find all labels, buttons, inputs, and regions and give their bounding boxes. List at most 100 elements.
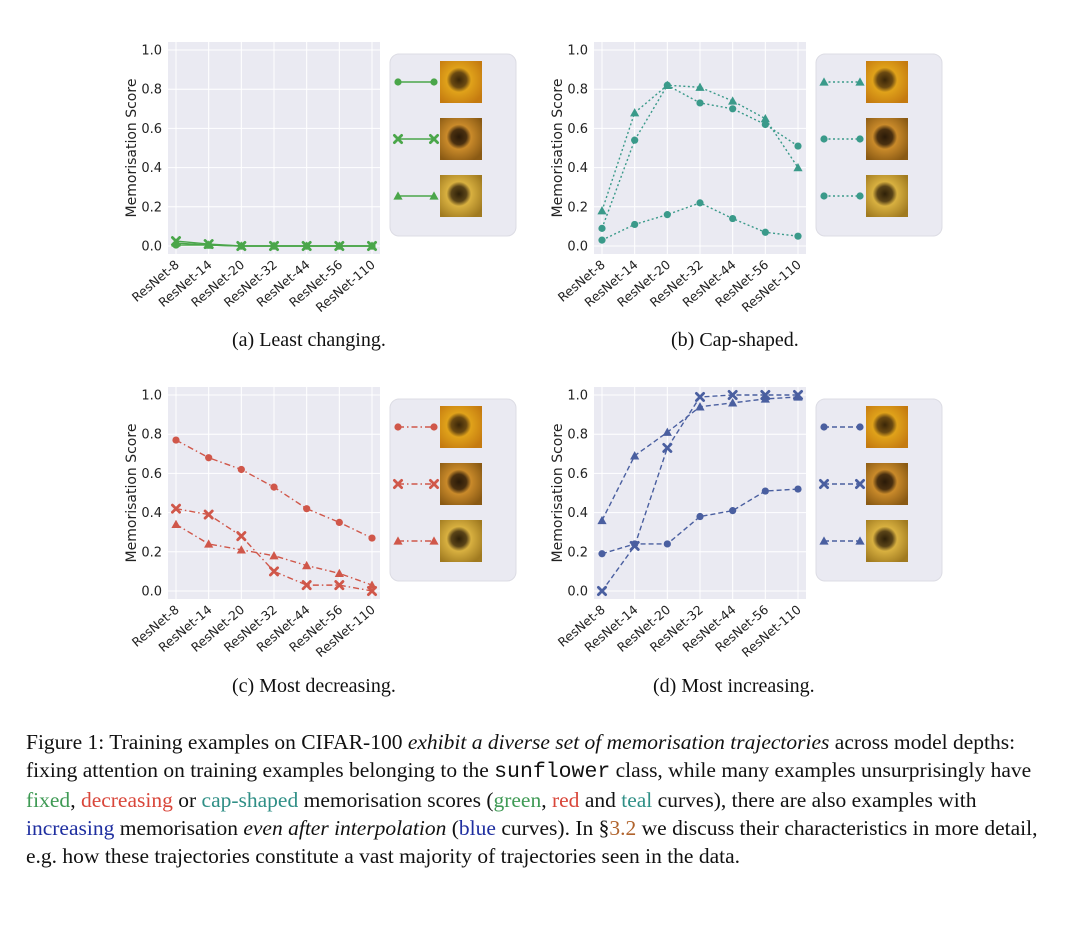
legend-marker: [819, 77, 829, 86]
word-blue: blue: [458, 816, 496, 840]
data-point: [301, 580, 312, 591]
series-3: [597, 392, 803, 525]
y-axis-label: Memorisation Score: [124, 79, 140, 218]
data-point: [761, 228, 769, 236]
y-tick-label: 0.6: [141, 122, 162, 137]
legend-entry: [819, 463, 908, 505]
chart-a: 0.00.20.40.60.81.0ResNet-8ResNet-14ResNe…: [124, 42, 517, 315]
y-tick-label: 0.4: [567, 161, 588, 176]
data-point: [598, 224, 606, 232]
data-point: [303, 505, 311, 513]
y-axis-label: Memorisation Score: [550, 79, 566, 218]
data-point: [729, 214, 737, 223]
caption-text: across model depths: fixing attention on…: [26, 730, 1016, 782]
data-point: [729, 105, 737, 113]
caption-text: ,: [541, 788, 552, 812]
data-point: [630, 451, 640, 460]
sunflower-image-1: [440, 61, 482, 103]
data-point: [794, 232, 802, 240]
y-tick-label: 0.4: [141, 161, 162, 176]
data-point: [598, 236, 606, 244]
caption-emphasis: exhibit a diverse set of memorisation tr…: [407, 730, 830, 754]
legend-marker: [856, 135, 864, 143]
data-point: [171, 503, 181, 514]
panel-b: 0.0 0.2 0.4 0.6 0.8 1.0 ResNet-8 ResNet-14 ResNe…: [426, 0, 966, 335]
y-tick-label: 0.2: [141, 200, 162, 215]
y-tick-label: 1.0: [567, 44, 588, 59]
data-point: [662, 427, 672, 436]
subcaption-b: (b) Cap-shaped.: [671, 329, 799, 351]
sunflower-image-2: [866, 463, 908, 505]
data-point: [663, 540, 671, 548]
legend-marker: [394, 78, 402, 86]
word-cap-shaped: cap-shaped: [201, 788, 299, 812]
legend-marker: [430, 78, 438, 86]
data-point: [171, 238, 181, 247]
data-point: [696, 99, 704, 107]
sunflower-image-2: [440, 118, 482, 160]
data-point: [696, 512, 704, 521]
data-point: [269, 566, 279, 577]
caption-text: we discuss their characteristics in more…: [26, 816, 1038, 868]
legend-marker: [393, 479, 403, 489]
word-green: green: [493, 788, 542, 812]
data-point: [696, 199, 704, 207]
section-link[interactable]: 3.2: [609, 816, 637, 840]
word-decreasing: decreasing: [80, 788, 173, 812]
legend-marker: [819, 479, 829, 489]
data-point: [760, 114, 770, 123]
legend-entry: [393, 175, 482, 217]
legend-marker: [820, 192, 828, 200]
legend-entry: [820, 118, 908, 160]
data-point: [203, 509, 214, 520]
caption-text: Figure 1: Training examples on CIFAR-100: [26, 730, 408, 754]
data-point: [794, 485, 802, 493]
data-point: [662, 442, 673, 453]
legend-entry: [820, 175, 908, 217]
y-axis-label: Memorisation Score: [550, 424, 566, 563]
series-3: [171, 238, 377, 250]
caption-text: curves), there are also examples with: [652, 788, 977, 812]
data-point: [237, 465, 245, 474]
data-point: [760, 394, 770, 403]
class-name-code: sunflower: [494, 760, 611, 784]
legend-marker: [429, 191, 439, 200]
legend-entry: [820, 406, 908, 448]
legend-marker: [855, 536, 865, 545]
panel-d: 0.0 0.2 0.4 0.6 0.8 1.0 ResNet-8 ResNet-14 ResNe…: [426, 345, 966, 680]
subcaption-c: (c) Most decreasing.: [232, 675, 396, 697]
data-point: [663, 211, 671, 219]
data-point: [236, 545, 246, 554]
data-point: [597, 515, 607, 525]
y-tick-label: 0.6: [567, 122, 588, 137]
caption-text: class, while many examples unsurprisingl…: [610, 758, 1032, 782]
legend-marker: [429, 536, 439, 545]
series-2: [171, 503, 377, 596]
panel-c: 0.0 0.2 0.4 0.6 0.8 1.0 ResNet-8 ResNet-14 ResNe…: [0, 345, 540, 680]
data-point: [793, 392, 803, 401]
data-point: [302, 241, 312, 250]
legend-marker: [820, 135, 828, 143]
legend-marker: [394, 423, 402, 431]
data-point: [334, 241, 344, 250]
legend-marker: [820, 423, 828, 431]
series-3: [171, 519, 377, 589]
data-point: [695, 402, 705, 411]
y-tick-label: 0.4: [141, 506, 162, 521]
y-tick-label: 0.8: [567, 428, 588, 443]
chart-d: 0.00.20.40.60.81.0ResNet-8ResNet-14ResNe…: [550, 387, 943, 660]
y-tick-label: 0.2: [567, 545, 588, 560]
y-tick-label: 0.2: [567, 200, 588, 215]
caption-text: memorisation scores (: [298, 788, 494, 812]
caption-text: ,: [70, 788, 81, 812]
y-tick-label: 1.0: [567, 389, 588, 404]
caption-text: curves). In §: [495, 816, 610, 840]
legend-marker: [429, 479, 439, 489]
y-tick-label: 0.4: [567, 506, 588, 521]
word-increasing: increasing: [26, 816, 115, 840]
data-point: [729, 507, 737, 515]
legend-marker: [429, 134, 439, 144]
data-point: [598, 550, 606, 558]
data-point: [270, 483, 278, 491]
y-tick-label: 0.0: [141, 240, 162, 255]
